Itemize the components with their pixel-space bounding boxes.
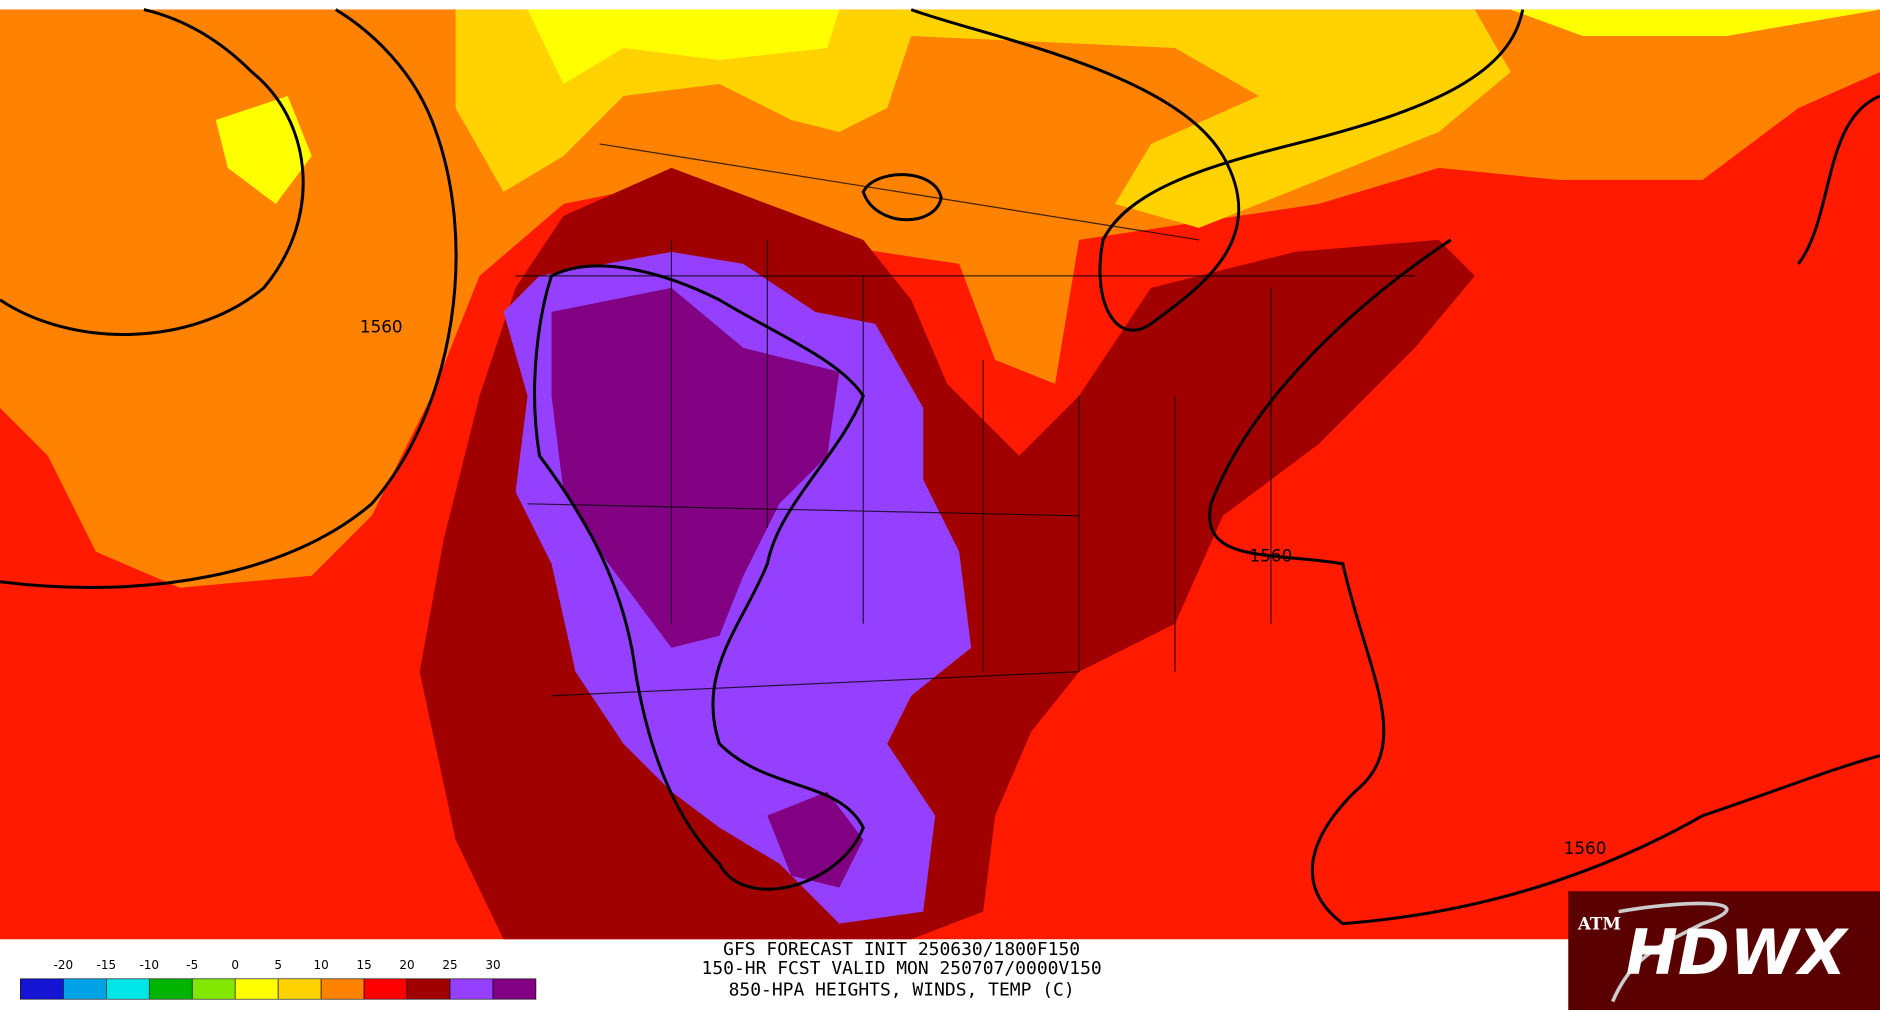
temp-field-darkpurple	[551, 287, 864, 888]
logo-mark: ATM	[1577, 914, 1621, 934]
colorbar-swatch	[320, 978, 365, 1000]
colorbar-label: 20	[399, 958, 414, 972]
contour-line	[1797, 94, 1880, 265]
temp-field-yellow	[215, 9, 1880, 204]
map-field	[0, 8, 1880, 940]
colorbar-swatch	[363, 978, 408, 1000]
boundaries	[515, 143, 1415, 697]
header-line: GFS FORECAST INIT 250630/1800F150	[723, 939, 1080, 960]
colorbar-swatch	[191, 978, 236, 1000]
temp-field-gold	[455, 9, 1511, 228]
logo: ATM HDWX	[1568, 891, 1880, 1010]
height-contours	[0, 8, 1880, 926]
header-line: 850-HPA HEIGHTS, WINDS, TEMP (C)	[729, 980, 1075, 1001]
contour-line	[0, 8, 305, 336]
colorbar-label: 5	[274, 958, 282, 972]
contour-line	[0, 8, 458, 589]
contour-line	[861, 173, 943, 222]
temp-field-orange	[0, 9, 1880, 588]
colorbar-swatch	[148, 978, 193, 1000]
colorbar-swatch	[277, 978, 322, 1000]
contour-line	[910, 8, 1525, 332]
colorbar-swatch	[234, 978, 279, 1000]
contour-label: 1560	[1250, 545, 1293, 565]
colorbar-swatch	[492, 978, 537, 1000]
colorbar-label: 30	[485, 958, 500, 972]
colorbar-label: 10	[314, 958, 329, 972]
colorbar-label: 15	[356, 958, 371, 972]
colorbar-label: 0	[231, 958, 239, 972]
colorbar-label: -15	[97, 958, 117, 972]
colorbar-swatch	[63, 978, 107, 1000]
contour-labels: 1560 1560 1560	[360, 316, 1606, 858]
header-line: 150-HR FCST VALID MON 250707/0000V150	[702, 958, 1102, 979]
border-line	[515, 143, 1415, 697]
contour-label: 1560	[1564, 838, 1607, 858]
colorbar-label: -20	[54, 958, 74, 972]
colorbar-label: -5	[186, 958, 198, 972]
colorbar-swatch	[406, 978, 451, 1000]
contour-label: 1560	[360, 316, 403, 336]
colorbar-swatch	[20, 978, 64, 1000]
contour-line	[1208, 238, 1880, 926]
colorbar-label: -10	[139, 958, 159, 972]
colorbar-swatch	[449, 978, 494, 1000]
header: GFS FORECAST INIT 250630/1800F150 150-HR…	[702, 939, 1102, 1001]
colorbar-label: 25	[442, 958, 457, 972]
logo-swirl	[1610, 901, 1729, 1003]
colorbar-swatch	[106, 978, 150, 1000]
contour-line	[533, 264, 865, 891]
colorbar: -20 -15 -10 -5 0 5 10 15 20 25 30	[20, 958, 537, 1000]
logo-text: HDWX	[1626, 916, 1850, 989]
